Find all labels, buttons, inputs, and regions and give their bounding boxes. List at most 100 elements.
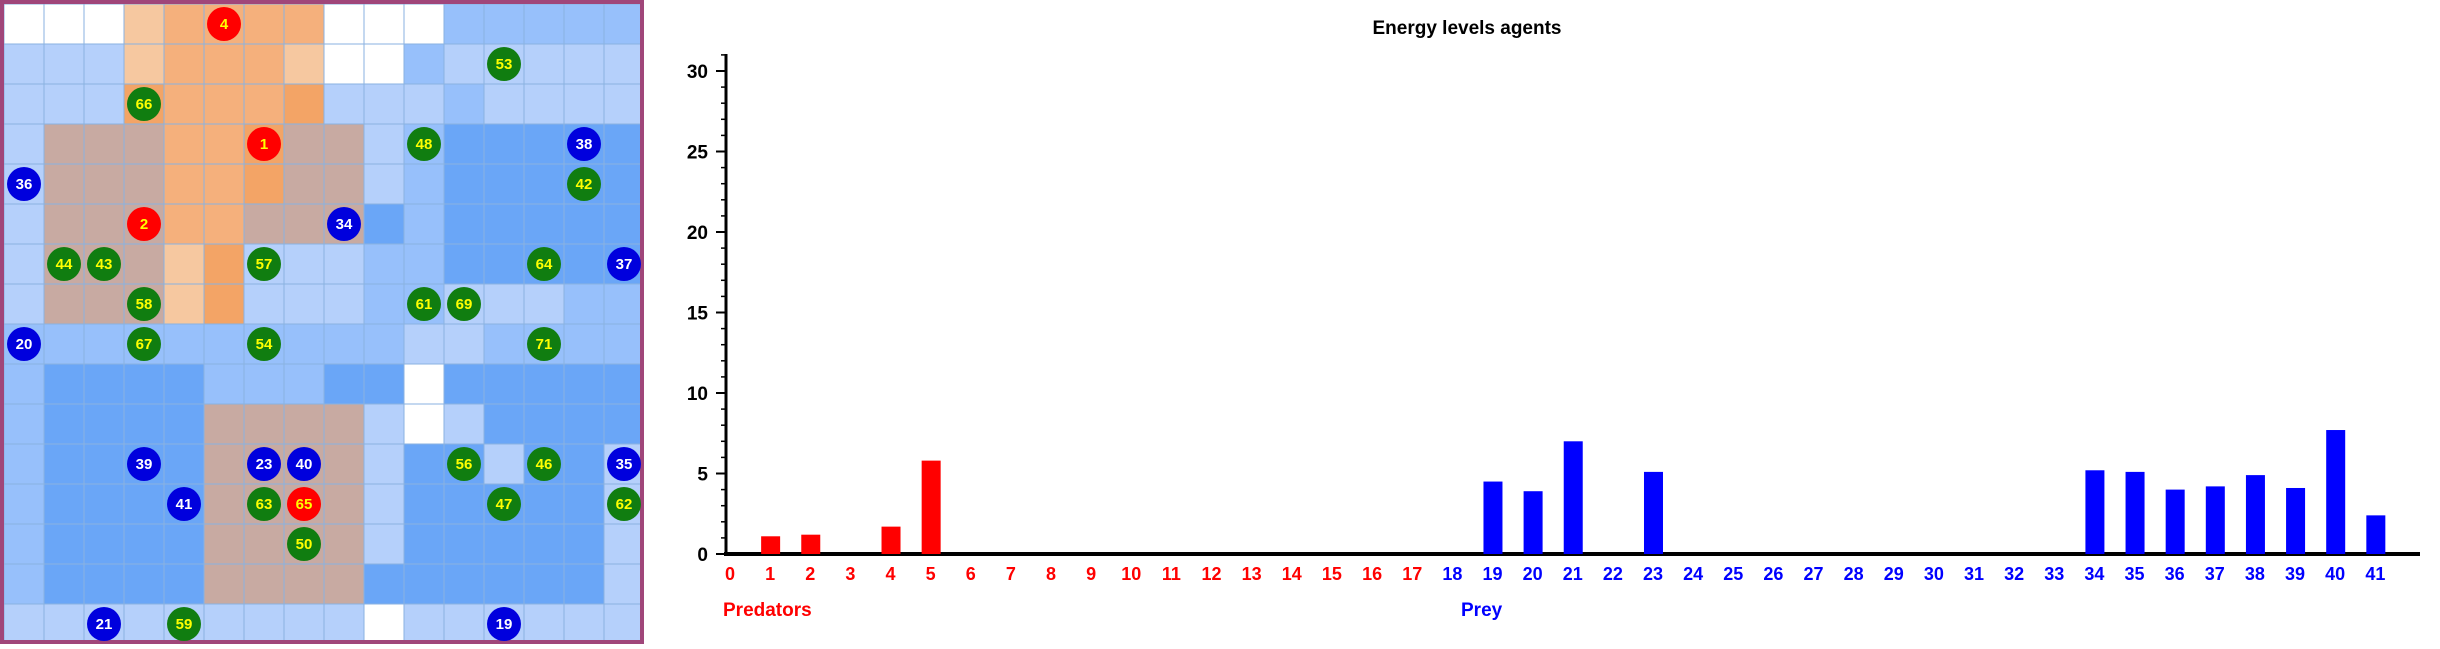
grid-cell [323, 603, 365, 645]
grid-cell [563, 403, 605, 445]
grid-cell [83, 563, 125, 605]
grid-cell [603, 43, 645, 85]
legend-prey-label: Prey [1461, 600, 1503, 621]
grid-cell [123, 363, 165, 405]
plant-marker [447, 447, 481, 481]
grid-cell [163, 443, 205, 485]
agent-label: 20 [16, 336, 33, 353]
x-tick-label: 3 [845, 564, 855, 584]
y-tick-label: 15 [687, 304, 709, 325]
grid-cell [83, 83, 125, 125]
grid-cell [363, 243, 405, 285]
grid-cell [403, 43, 445, 85]
grid-cell [323, 123, 365, 165]
grid-cell [163, 163, 205, 205]
grid-cell [603, 523, 645, 565]
grid-cell [283, 283, 325, 325]
predator-agent: 65 [287, 487, 321, 521]
grid-cell [323, 323, 365, 365]
y-tick-label: 0 [697, 545, 708, 566]
agent-label: 34 [336, 216, 353, 233]
agent-label: 53 [496, 56, 513, 73]
grid-cell [363, 483, 405, 525]
x-tick-label: 32 [2004, 564, 2024, 584]
grid-cell [203, 323, 245, 365]
x-tick-label: 17 [1402, 564, 1422, 584]
agent-label: 40 [296, 456, 313, 473]
grid-cell [323, 403, 365, 445]
prey-agent: 23 [247, 447, 281, 481]
grid-cell [403, 3, 445, 45]
grid-cell [523, 363, 565, 405]
grid-cell [603, 123, 645, 165]
grid-cell [83, 43, 125, 85]
prey-agent: 39 [127, 447, 161, 481]
plant-agent: 69 [447, 287, 481, 321]
y-tick-label: 25 [687, 143, 709, 164]
predator-bar [881, 526, 901, 554]
x-tick-label: 36 [2165, 564, 2185, 584]
predator-agent: 1 [247, 127, 281, 161]
grid-cell [43, 123, 85, 165]
grid-cell [403, 83, 445, 125]
grid-cell [203, 283, 245, 325]
grid-cell [403, 523, 445, 565]
x-tick-label: 6 [966, 564, 976, 584]
grid-cell [283, 243, 325, 285]
predator-bar [801, 534, 821, 554]
x-tick-label: 11 [1162, 564, 1181, 584]
grid-cell [403, 563, 445, 605]
grid-cell [403, 163, 445, 205]
predator-marker [247, 127, 281, 161]
plant-marker [247, 487, 281, 521]
grid-cell [323, 43, 365, 85]
grid-cell [203, 483, 245, 525]
plant-agent: 47 [487, 487, 521, 521]
agent-label: 47 [496, 496, 513, 513]
prey-marker [567, 127, 601, 161]
plant-agent: 50 [287, 527, 321, 561]
grid-cell [363, 3, 405, 45]
plant-marker [527, 247, 561, 281]
grid-cell [443, 163, 485, 205]
grid-cell [203, 603, 245, 645]
plant-agent: 53 [487, 47, 521, 81]
grid-cell [363, 603, 405, 645]
grid-cell [523, 163, 565, 205]
grid-cell [43, 43, 85, 85]
grid-cell [403, 203, 445, 245]
grid-cell [123, 603, 165, 645]
grid-cell [603, 323, 645, 365]
grid-cell [363, 203, 405, 245]
grid-cell [283, 363, 325, 405]
prey-marker [487, 607, 521, 641]
x-tick-label: 14 [1282, 564, 1302, 584]
plant-marker [47, 247, 81, 281]
y-tick-label: 30 [687, 62, 708, 83]
grid-cell [603, 283, 645, 325]
agent-label: 21 [96, 616, 113, 633]
prey-agent: 40 [287, 447, 321, 481]
x-tick-label: 37 [2205, 564, 2225, 584]
prey-marker [607, 447, 641, 481]
grid-cell [323, 443, 365, 485]
grid-cell [163, 43, 205, 85]
agent-label: 19 [496, 616, 513, 633]
plant-agent: 63 [247, 487, 281, 521]
prey-bar [2245, 475, 2265, 554]
agent-label: 56 [456, 456, 473, 473]
prey-marker [287, 447, 321, 481]
grid-cell [563, 603, 605, 645]
grid-cell [283, 403, 325, 445]
prey-bar [2326, 430, 2346, 554]
plant-agent: 59 [167, 607, 201, 641]
grid-cell [43, 603, 85, 645]
plant-marker [607, 487, 641, 521]
grid-cell [443, 43, 485, 85]
prey-agent: 38 [567, 127, 601, 161]
grid-cell [243, 3, 285, 45]
grid-cell [563, 3, 605, 45]
predator-bar [921, 460, 941, 554]
grid-cell [83, 283, 125, 325]
agent-label: 57 [256, 256, 273, 273]
